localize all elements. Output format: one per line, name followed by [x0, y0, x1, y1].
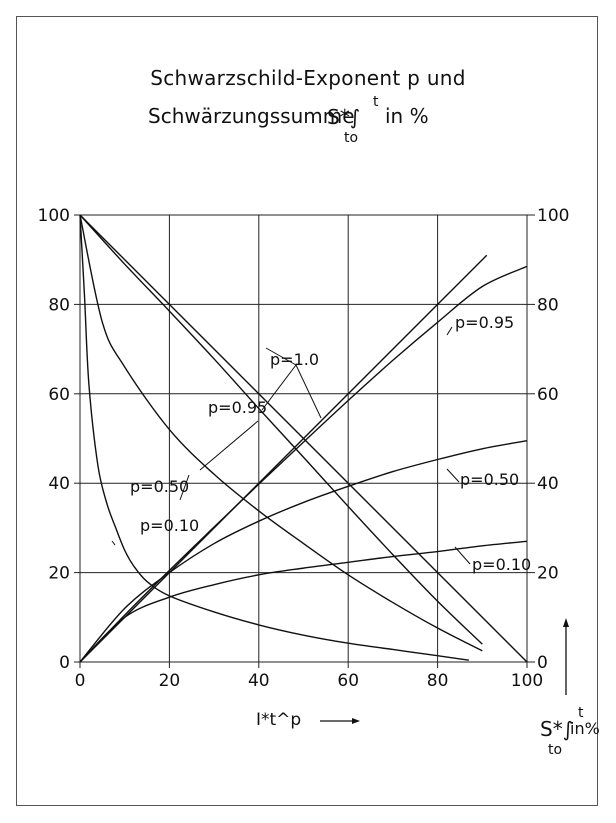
- y-tick-label-left: 0: [59, 653, 70, 673]
- y-tick-label-right: 20: [537, 564, 559, 584]
- x-axis-label: I*t^p: [256, 710, 301, 730]
- y-tick-label-right: 0: [537, 653, 548, 673]
- label-leader-line: [265, 347, 297, 366]
- y-tick-label-left: 20: [48, 564, 70, 584]
- x-tick-label: 40: [248, 671, 270, 691]
- y-tick-label-left: 60: [48, 385, 70, 405]
- y-tick-label-right: 100: [537, 206, 569, 226]
- label-leader-line: [454, 546, 471, 565]
- right-axis-label: in%: [570, 719, 600, 738]
- title-integral-symbol: S*∫: [327, 105, 361, 129]
- x-tick-label: 20: [159, 671, 181, 691]
- label-leader-line: [199, 420, 259, 471]
- x-tick-label: 60: [337, 671, 359, 691]
- label-leader-line: [446, 468, 460, 483]
- series-line: [79, 254, 488, 663]
- right-axis-integral-lower: to: [548, 742, 563, 758]
- x-tick-label: 100: [511, 671, 543, 691]
- figure-frame: [16, 16, 598, 806]
- series-line: [79, 214, 483, 645]
- title-suffix: in %: [385, 104, 429, 128]
- y-tick-label-right: 80: [537, 295, 559, 315]
- series-line: [79, 265, 528, 663]
- series-line: [79, 540, 528, 663]
- curve-label: p=0.50: [460, 470, 519, 489]
- series-line: [79, 214, 483, 652]
- chart-title-line2-text: Schwärzungssumme: [148, 104, 355, 128]
- label-leader-line: [261, 364, 297, 411]
- curve-label: p=0.95: [455, 313, 514, 332]
- curve-label: p=1.0: [270, 350, 319, 369]
- chart-title-line2: Schwärzungssumme: [148, 104, 355, 128]
- series-line: [79, 214, 469, 661]
- title-integral-lower: to: [344, 130, 359, 146]
- curve-label: p=0.10: [140, 516, 199, 535]
- y-tick-label-left: 100: [38, 206, 70, 226]
- y-tick-label-left: 80: [48, 295, 70, 315]
- label-leader-line: [446, 326, 453, 336]
- right-axis-integral-upper: t: [578, 705, 584, 721]
- x-tick-label: 0: [75, 671, 86, 691]
- curve-label: p=0.10: [472, 555, 531, 574]
- y-tick-label-left: 40: [48, 474, 70, 494]
- curve-label: p=0.95: [208, 398, 267, 417]
- label-leader-line: [295, 364, 322, 419]
- label-leader-line: [111, 540, 116, 546]
- y-tick-label-right: 60: [537, 385, 559, 405]
- y-tick-label-right: 40: [537, 474, 559, 494]
- title-integral-upper: t: [373, 94, 379, 110]
- curve-label: p=0.50: [130, 477, 189, 496]
- right-axis-integral: S*∫: [540, 717, 574, 741]
- x-axis-label-text: I*t^p: [256, 710, 302, 730]
- chart-title-line1: Schwarzschild-Exponent p und: [150, 66, 466, 90]
- label-leader-line: [179, 474, 190, 501]
- x-tick-label: 80: [427, 671, 449, 691]
